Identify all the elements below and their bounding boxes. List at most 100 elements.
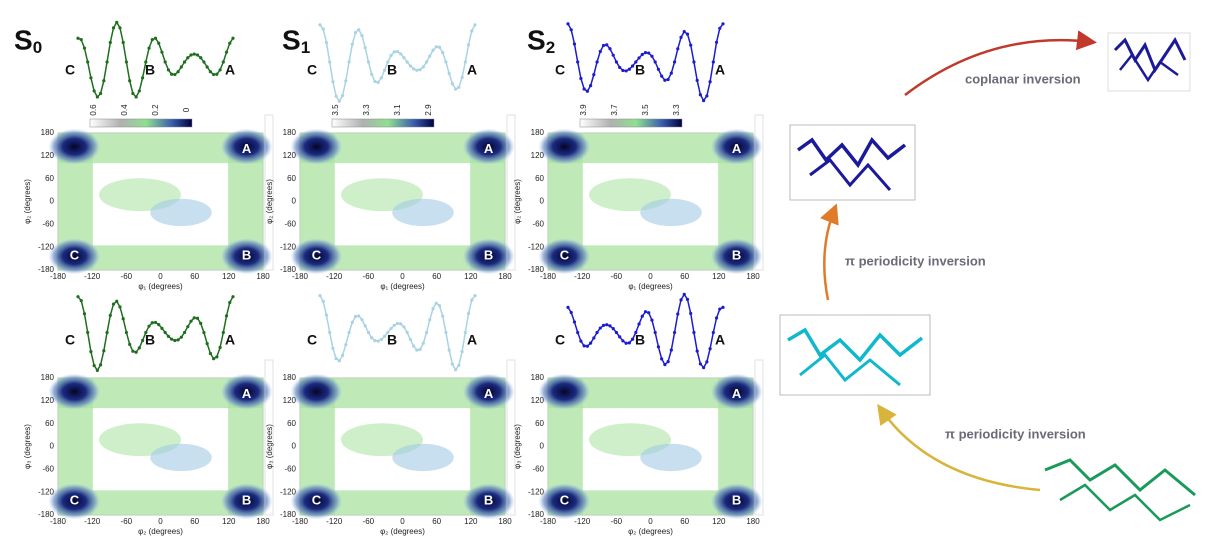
y-tick-label: 60 — [287, 419, 296, 428]
energy-well — [48, 129, 100, 165]
y-tick-label: 60 — [535, 174, 544, 183]
curve-point — [676, 312, 679, 315]
curve-point — [467, 312, 470, 315]
curve-point — [335, 357, 338, 360]
curve-point — [595, 60, 598, 63]
curve-label: B — [145, 332, 155, 348]
state-title: S1 — [282, 24, 310, 57]
curve-point — [338, 100, 341, 103]
y-tick-label: -120 — [38, 487, 55, 496]
curve-point — [86, 60, 89, 63]
curve-point — [637, 56, 640, 59]
colorbar — [332, 119, 434, 127]
colorbar — [580, 119, 682, 127]
y-tick-label: -120 — [38, 242, 55, 251]
curve-point — [647, 311, 650, 314]
curve-point — [422, 65, 425, 68]
curve-point — [93, 364, 96, 367]
curve-point — [393, 324, 396, 327]
curve-point — [457, 86, 460, 89]
curve-point — [625, 342, 628, 345]
curve-point — [576, 331, 579, 334]
curve-point — [670, 348, 673, 351]
curve-point — [147, 325, 150, 328]
curve-point — [128, 79, 131, 82]
curve-point — [625, 69, 628, 72]
map-label: C — [70, 493, 80, 508]
curve-point — [595, 331, 598, 334]
curve-point — [206, 65, 209, 68]
curve-point — [105, 331, 108, 334]
curve-label: C — [65, 332, 75, 348]
energy-well — [48, 374, 100, 410]
x-tick-label: -120 — [326, 517, 343, 526]
curve-point — [605, 43, 608, 46]
curve-point — [689, 312, 692, 315]
curve-point — [206, 342, 209, 345]
y-tick-label: 0 — [540, 442, 545, 451]
x-tick-label: 60 — [432, 272, 441, 281]
curve-point — [141, 76, 144, 79]
y-tick-label: -60 — [532, 219, 544, 228]
curve-point — [409, 64, 412, 67]
curve-point — [686, 298, 689, 301]
curve-point — [199, 56, 202, 59]
curve-point — [218, 346, 221, 349]
curve-point — [112, 302, 115, 305]
curve-point — [318, 294, 321, 297]
x-tick-label: -120 — [326, 272, 343, 281]
curve-point — [328, 60, 331, 63]
curve-point — [673, 60, 676, 63]
curve-point — [135, 95, 138, 98]
x-tick-label: 120 — [222, 272, 236, 281]
curve-point — [605, 323, 608, 326]
curve-point — [115, 21, 118, 24]
curve-point — [347, 60, 350, 63]
map-label: A — [242, 386, 252, 401]
curve-label: A — [467, 62, 477, 78]
curve-point — [615, 331, 618, 334]
colorbar-tick-label: 2.9 — [424, 104, 433, 116]
curve-point — [367, 331, 370, 334]
curve-point — [367, 60, 370, 63]
energy-well — [290, 129, 342, 165]
curve-point — [231, 295, 234, 298]
curve-point — [657, 345, 660, 348]
curve-point — [193, 52, 196, 55]
y-axis-label: φ₃ (degrees) — [23, 424, 32, 469]
curve-point — [122, 41, 125, 44]
curve-point — [325, 314, 328, 317]
map-label: A — [484, 386, 494, 401]
x-tick-label: -60 — [121, 272, 133, 281]
curve-point — [631, 338, 634, 341]
curve-label: B — [635, 332, 645, 348]
curve-point — [93, 89, 96, 92]
y-tick-label: 0 — [50, 442, 55, 451]
curve-point — [151, 38, 154, 41]
curve-point — [183, 60, 186, 63]
curve-point — [473, 23, 476, 26]
y-tick-label: -60 — [284, 219, 296, 228]
curve-point — [80, 299, 83, 302]
curve-point — [644, 51, 647, 54]
curve-point — [357, 314, 360, 317]
curve-point — [457, 364, 460, 367]
curve-point — [196, 317, 199, 320]
curve-point — [621, 69, 624, 72]
curve-point — [396, 50, 399, 53]
y-tick-label: 120 — [41, 151, 55, 160]
curve-point — [637, 322, 640, 325]
x-tick-label: 0 — [400, 272, 405, 281]
curve-point — [628, 68, 631, 71]
curve-point — [667, 360, 670, 363]
y-tick-label: 120 — [283, 151, 297, 160]
x-tick-label: 60 — [680, 272, 689, 281]
y-tick-label: -120 — [528, 242, 545, 251]
curve-point — [438, 46, 441, 49]
curve-point — [76, 295, 79, 298]
map-region — [392, 444, 454, 471]
curve-label: C — [555, 62, 565, 78]
curve-point — [196, 53, 199, 56]
curve-point — [570, 311, 573, 314]
curve-point — [318, 23, 321, 26]
